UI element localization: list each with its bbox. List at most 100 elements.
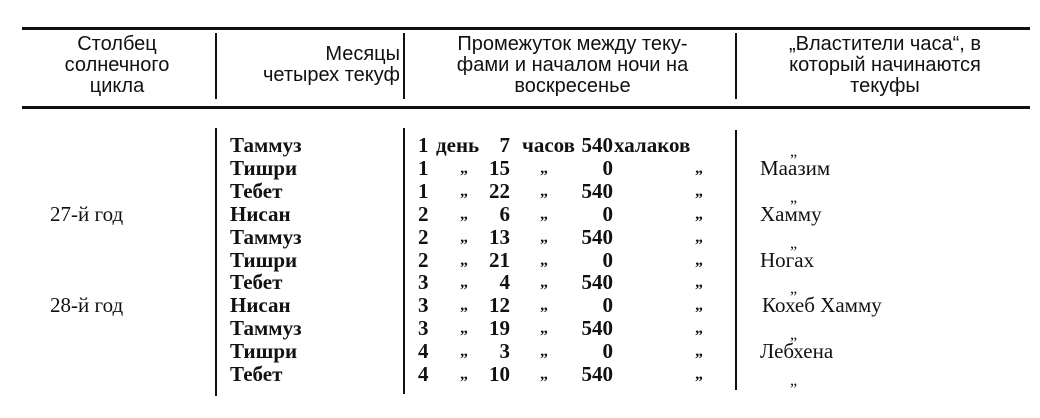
month: Таммуз xyxy=(230,224,302,249)
halakim-unit: „ xyxy=(695,366,703,383)
header-rule xyxy=(22,106,1030,109)
hours: 13 xyxy=(489,224,510,249)
hours-unit: „ xyxy=(540,366,548,383)
hours: 12 xyxy=(489,293,510,318)
year-label: 28-й год xyxy=(50,293,124,318)
ruler: Кохеб Хамму xyxy=(762,293,882,318)
table-row: Тишри 2 „ 21 „ 0 „ Ногах xyxy=(0,247,1040,272)
table-row: Таммуз 2 „ 13 „ 540 „ „ xyxy=(0,224,1040,252)
ruler: „ xyxy=(790,372,798,389)
ruler: „ xyxy=(790,188,798,206)
ruler: Ногах xyxy=(760,247,815,272)
days: 4 xyxy=(418,362,429,386)
divider xyxy=(735,130,737,390)
halakim-unit: „ xyxy=(695,320,703,338)
hours: 7 xyxy=(499,133,511,157)
hours: 3 xyxy=(499,339,511,364)
hours: 6 xyxy=(499,201,511,226)
hours-unit: „ xyxy=(540,320,548,338)
column-header: „Властители часа“, в который начинаются те… xyxy=(789,33,981,97)
halakim-unit: „ xyxy=(695,182,703,200)
halakim-unit: халаков xyxy=(614,133,691,157)
month: Тебет xyxy=(230,178,283,203)
divider xyxy=(403,33,405,99)
ruler: „ xyxy=(790,280,798,298)
halakim: 540 xyxy=(581,270,614,295)
halakim: 0 xyxy=(602,155,614,180)
month: Таммуз xyxy=(230,133,302,157)
days-unit: „ xyxy=(460,366,468,383)
days: 1 xyxy=(418,155,429,180)
halakim-unit: „ xyxy=(695,343,703,361)
month: Тебет xyxy=(230,362,283,386)
hours-unit: „ xyxy=(540,274,548,292)
divider xyxy=(735,33,737,99)
top-rule xyxy=(22,27,1030,30)
halakim-unit: „ xyxy=(695,251,703,269)
halakim-unit: „ xyxy=(695,297,703,315)
hours: 10 xyxy=(489,362,510,386)
hours-unit: „ xyxy=(540,182,548,200)
table-row: Тебет 1 „ 22 „ 540 „ „ xyxy=(0,178,1040,206)
days: 3 xyxy=(418,293,429,318)
month: Тишри xyxy=(230,155,298,180)
days-unit: „ xyxy=(460,159,468,177)
ruler: „ xyxy=(790,234,798,252)
halakim: 540 xyxy=(581,316,614,341)
divider xyxy=(215,33,217,99)
halakim: 540 xyxy=(581,178,614,203)
days: 4 xyxy=(418,339,429,364)
halakim: 540 xyxy=(581,133,614,157)
hours-unit: „ xyxy=(540,228,548,246)
month: Нисан xyxy=(230,293,291,318)
halakim-unit: „ xyxy=(695,205,703,223)
table-row: Тебет 3 „ 4 „ 540 „ „ xyxy=(0,270,1040,298)
days-unit: „ xyxy=(460,343,468,361)
table-row: Таммуз 1 день 7 часов 540 халаков „ xyxy=(0,133,1040,161)
halakim: 540 xyxy=(581,224,614,249)
days: 1 xyxy=(418,178,429,203)
column-header: Месяцы четырех текуф xyxy=(262,43,400,86)
month: Таммуз xyxy=(230,316,302,341)
hours: 4 xyxy=(499,270,511,295)
hours-unit: „ xyxy=(540,159,548,177)
table-row: Нисан 3 „ 12 „ 0 „ Кохеб Хамму xyxy=(0,294,1040,317)
table-row: Таммуз 3 „ 19 „ 540 „ „ xyxy=(0,316,1040,344)
month: Нисан xyxy=(230,201,291,226)
hours-unit: „ xyxy=(540,343,548,361)
month: Тебет xyxy=(230,270,283,295)
table-row: Тишри 4 „ 3 „ 0 „ Лебхена xyxy=(0,340,1040,363)
days: 3 xyxy=(418,270,429,295)
halakim: 0 xyxy=(602,293,614,318)
table-row: Тишри 1 „ 15 „ 0 „ Маазим xyxy=(0,155,1040,180)
halakim-unit: „ xyxy=(695,159,703,177)
ruler: „ xyxy=(790,326,798,344)
days: 3 xyxy=(418,316,429,341)
hours: 19 xyxy=(489,316,510,341)
days-unit: „ xyxy=(460,320,468,338)
ruler: Лебхена xyxy=(760,339,834,364)
days-unit: „ xyxy=(460,251,468,269)
halakim-unit: „ xyxy=(695,228,703,246)
days-unit: „ xyxy=(460,274,468,292)
hours: 15 xyxy=(489,155,510,180)
days: 2 xyxy=(418,201,429,226)
table-row: Нисан 2 „ 6 „ 0 „ Хамму xyxy=(0,201,1040,226)
month: Тишри xyxy=(230,247,298,272)
halakim: 0 xyxy=(602,201,614,226)
column-header: Промежуток между теку-фами и началом ноч… xyxy=(456,33,689,97)
hours-unit: „ xyxy=(540,205,548,223)
year-label: 27-й год xyxy=(50,201,124,226)
days-unit: „ xyxy=(460,182,468,200)
days-unit: „ xyxy=(460,205,468,223)
halakim: 0 xyxy=(602,247,614,272)
hours: 22 xyxy=(489,178,510,203)
days-unit: „ xyxy=(460,297,468,315)
days-unit: „ xyxy=(460,228,468,246)
ruler: Хамму xyxy=(760,201,822,226)
hours-unit: „ xyxy=(540,251,548,269)
month: Тишри xyxy=(230,339,298,364)
halakim: 0 xyxy=(602,339,614,364)
days: 2 xyxy=(418,247,429,272)
